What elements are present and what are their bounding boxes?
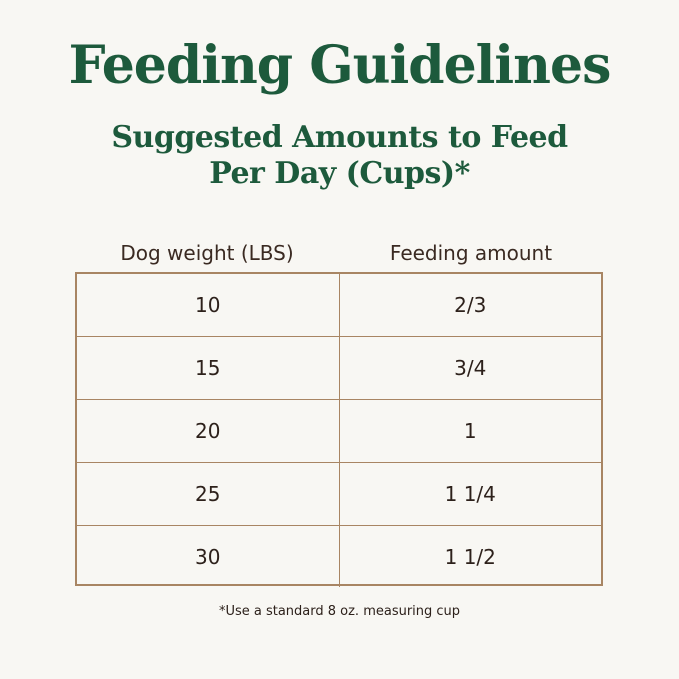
- subtitle-line-2: Per Day (Cups)*: [209, 156, 470, 191]
- amount-cell: 1: [463, 419, 477, 443]
- page-title: Feeding Guidelines: [68, 35, 612, 96]
- subtitle-line-1: Suggested Amounts to Feed: [111, 120, 568, 155]
- weight-cell: 25: [77, 463, 340, 525]
- amount-cell: 1 1/4: [444, 482, 496, 506]
- table-row: 30 1 1/2: [77, 526, 601, 587]
- weight-cell: 15: [77, 337, 340, 399]
- amount-cell: 2/3: [454, 293, 487, 317]
- weight-cell: 30: [77, 526, 340, 587]
- page-subtitle: Suggested Amounts to Feed Per Day (Cups)…: [0, 120, 679, 192]
- footnote: *Use a standard 8 oz. measuring cup: [218, 604, 461, 619]
- column-header-feeding-amount: Feeding amount: [389, 241, 553, 265]
- table-row: 25 1 1/4: [77, 463, 601, 526]
- weight-cell: 10: [77, 274, 340, 336]
- feeding-table: 10 2/3 15 3/4 20 1 25 1 1/4 30 1 1/2: [75, 272, 603, 587]
- table-row: 15 3/4: [77, 337, 601, 400]
- table-row: 10 2/3: [77, 274, 601, 337]
- amount-cell: 3/4: [454, 356, 487, 380]
- table-row: 20 1: [77, 400, 601, 463]
- weight-cell: 20: [77, 400, 340, 462]
- column-header-dog-weight: Dog weight (LBS): [120, 241, 294, 265]
- amount-cell: 1 1/2: [444, 544, 496, 569]
